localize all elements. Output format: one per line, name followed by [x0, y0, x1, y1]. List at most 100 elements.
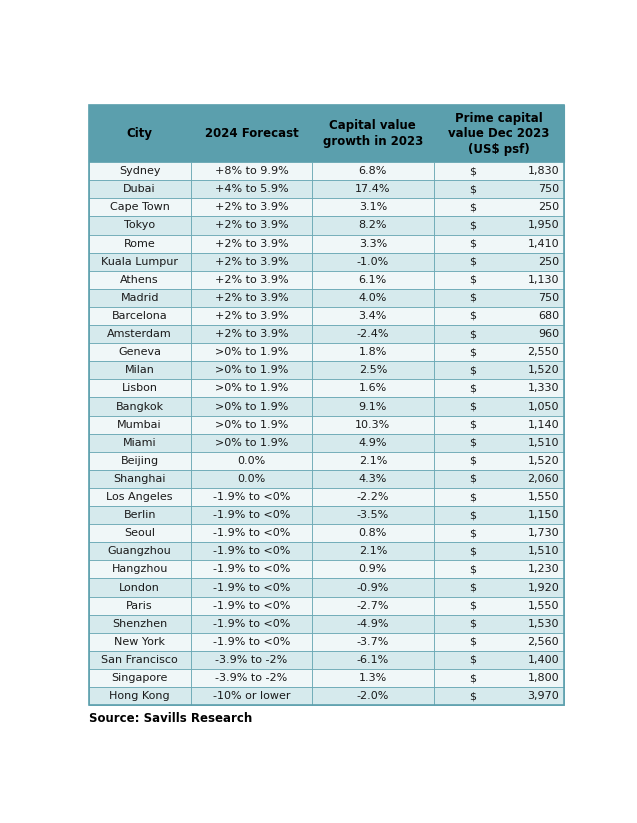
Bar [312, 488, 434, 506]
Bar [191, 470, 312, 488]
Text: 3.4%: 3.4% [359, 311, 387, 321]
Bar [434, 216, 564, 235]
Text: -1.0%: -1.0% [357, 257, 389, 267]
Bar [191, 488, 312, 506]
Bar [89, 198, 191, 216]
Bar [434, 651, 564, 669]
Text: $: $ [469, 293, 476, 303]
Text: 1,830: 1,830 [527, 166, 559, 176]
Bar [191, 416, 312, 434]
Bar [312, 579, 434, 597]
Text: Bangkok: Bangkok [115, 402, 164, 412]
Bar [434, 416, 564, 434]
Text: 2,060: 2,060 [527, 474, 559, 484]
Bar [434, 343, 564, 361]
Text: Madrid: Madrid [120, 293, 159, 303]
Text: San Francisco: San Francisco [101, 655, 178, 665]
Bar [191, 343, 312, 361]
Bar [89, 105, 191, 162]
Text: +2% to 3.9%: +2% to 3.9% [215, 257, 289, 267]
Bar [312, 162, 434, 180]
Text: Hong Kong: Hong Kong [110, 691, 170, 701]
Text: +8% to 9.9%: +8% to 9.9% [215, 166, 289, 176]
Text: $: $ [469, 257, 476, 267]
Text: 3,970: 3,970 [527, 691, 559, 701]
Text: 2.1%: 2.1% [359, 456, 387, 466]
Text: +2% to 3.9%: +2% to 3.9% [215, 239, 289, 249]
Text: $: $ [469, 329, 476, 339]
Bar [191, 289, 312, 307]
Text: $: $ [469, 438, 476, 448]
Text: $: $ [469, 311, 476, 321]
Bar [89, 597, 191, 615]
Bar [312, 434, 434, 452]
Text: 250: 250 [538, 257, 559, 267]
Text: -4.9%: -4.9% [357, 619, 389, 629]
Text: 3.1%: 3.1% [359, 202, 387, 212]
Bar [89, 542, 191, 560]
Text: Shenzhen: Shenzhen [112, 619, 168, 629]
Text: +4% to 5.9%: +4% to 5.9% [215, 184, 289, 194]
Text: $: $ [469, 221, 476, 230]
Text: -1.9% to <0%: -1.9% to <0% [213, 619, 290, 629]
Bar [434, 325, 564, 343]
Text: Cape Town: Cape Town [110, 202, 169, 212]
Bar [434, 162, 564, 180]
Text: 1,150: 1,150 [527, 510, 559, 520]
Bar [312, 198, 434, 216]
Bar [191, 506, 312, 524]
Text: 6.8%: 6.8% [359, 166, 387, 176]
Bar [191, 579, 312, 597]
Text: Lisbon: Lisbon [122, 384, 158, 393]
Text: 750: 750 [538, 184, 559, 194]
Bar [191, 198, 312, 216]
Bar [89, 253, 191, 271]
Text: $: $ [469, 583, 476, 593]
Text: 4.0%: 4.0% [359, 293, 387, 303]
Text: 6.1%: 6.1% [359, 275, 387, 285]
Text: Los Angeles: Los Angeles [106, 492, 173, 502]
Text: $: $ [469, 239, 476, 249]
Text: -6.1%: -6.1% [357, 655, 389, 665]
Bar [434, 361, 564, 379]
Text: 1,330: 1,330 [527, 384, 559, 393]
Bar [312, 105, 434, 162]
Bar [89, 470, 191, 488]
Text: $: $ [469, 601, 476, 611]
Text: 17.4%: 17.4% [355, 184, 390, 194]
Bar [312, 633, 434, 651]
Bar [434, 597, 564, 615]
Text: +2% to 3.9%: +2% to 3.9% [215, 221, 289, 230]
Text: 1,730: 1,730 [527, 528, 559, 538]
Text: Milan: Milan [125, 365, 155, 375]
Bar [312, 253, 434, 271]
Bar [89, 452, 191, 470]
Text: 1,410: 1,410 [527, 239, 559, 249]
Text: -2.7%: -2.7% [357, 601, 389, 611]
Bar [312, 379, 434, 398]
Text: $: $ [469, 420, 476, 430]
Text: 1,400: 1,400 [527, 655, 559, 665]
Text: 10.3%: 10.3% [355, 420, 390, 430]
Text: -1.9% to <0%: -1.9% to <0% [213, 492, 290, 502]
Bar [191, 687, 312, 705]
Text: -1.9% to <0%: -1.9% to <0% [213, 510, 290, 520]
Bar [89, 216, 191, 235]
Bar [434, 615, 564, 633]
Text: $: $ [469, 546, 476, 556]
Text: $: $ [469, 166, 476, 176]
Text: Sydney: Sydney [119, 166, 161, 176]
Bar [89, 379, 191, 398]
Text: 8.2%: 8.2% [359, 221, 387, 230]
Text: >0% to 1.9%: >0% to 1.9% [215, 438, 288, 448]
Text: +2% to 3.9%: +2% to 3.9% [215, 329, 289, 339]
Bar [434, 542, 564, 560]
Bar [434, 524, 564, 542]
Text: $: $ [469, 619, 476, 629]
Text: 1,510: 1,510 [527, 438, 559, 448]
Text: -1.9% to <0%: -1.9% to <0% [213, 583, 290, 593]
Text: 1,550: 1,550 [527, 601, 559, 611]
Text: 1,520: 1,520 [527, 456, 559, 466]
Bar [89, 235, 191, 253]
Text: Seoul: Seoul [124, 528, 155, 538]
